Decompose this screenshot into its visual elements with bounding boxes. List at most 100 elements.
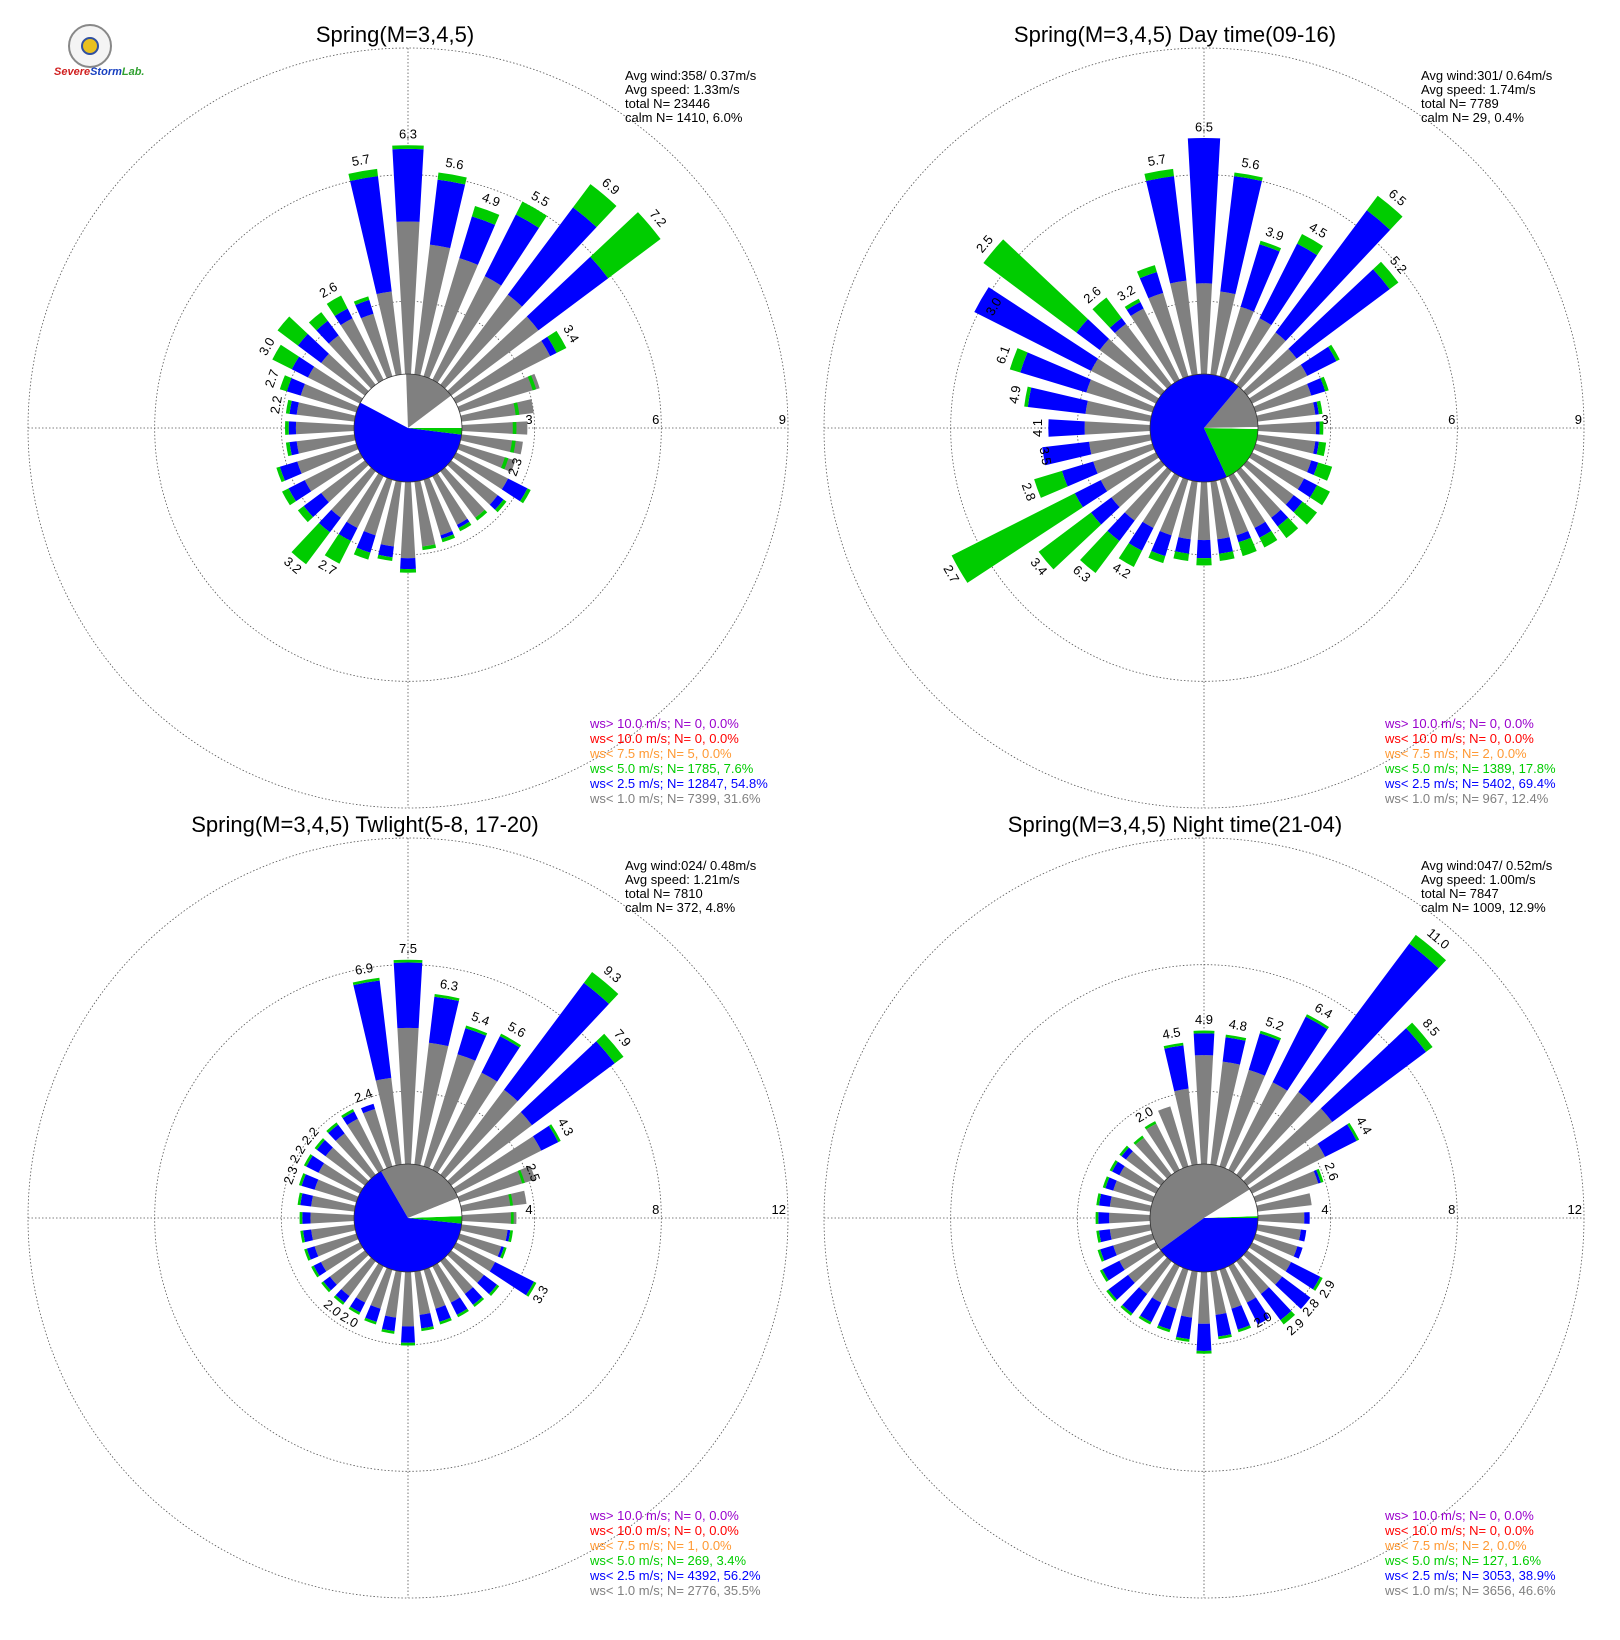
bar-lt5 (495, 499, 507, 513)
bar-lt1 (414, 1270, 431, 1315)
bar-lt1 (1219, 1267, 1242, 1309)
bar-lt5 (1237, 1325, 1252, 1333)
bar-lt25 (1220, 176, 1262, 295)
bar-value-label: 6.4 (1312, 1000, 1335, 1022)
bar-lt5 (333, 1295, 345, 1305)
bar-lt25 (1061, 461, 1098, 487)
bar-lt25 (459, 216, 496, 265)
bar-lt1 (356, 1263, 384, 1303)
bar-lt1 (1119, 1242, 1159, 1270)
bar-lt5 (951, 493, 1083, 583)
bar-lt1 (1257, 1212, 1305, 1224)
bar-lt5 (596, 1033, 624, 1064)
stats-line: calm N= 1009, 12.9% (1421, 900, 1546, 915)
bar-lt25 (306, 1246, 319, 1260)
bar-lt1 (1114, 323, 1172, 389)
bar-lt5 (298, 1173, 306, 1186)
bar-lt5 (321, 1281, 331, 1293)
stats-line: calm N= 1410, 6.0% (625, 110, 743, 125)
bar-lt25 (1099, 1193, 1112, 1207)
bar-lt25 (1317, 1124, 1357, 1157)
bar-value-label: 4.8 (1228, 1016, 1248, 1034)
bar-lt1 (1243, 1250, 1283, 1285)
bar-lt1 (1197, 481, 1211, 541)
bar-lt5 (1124, 298, 1141, 310)
bar-lt5 (1196, 558, 1212, 566)
bar-lt25 (1102, 1260, 1125, 1281)
bar-lt25 (1217, 537, 1233, 554)
bar-value-label: 6.9 (354, 960, 374, 978)
bar-lt25 (1288, 269, 1390, 359)
bar-lt1 (1210, 1061, 1240, 1166)
panel-title: Spring(M=3,4,5) (316, 22, 474, 47)
bar-lt1 (314, 1179, 359, 1203)
bar-lt5 (1328, 344, 1340, 362)
lab-logo: SevereStormLab. (50, 22, 150, 82)
bar-lt1 (397, 1027, 419, 1165)
bar-lt1 (328, 335, 376, 389)
bar-lt1 (1228, 1082, 1288, 1173)
bar-lt1 (1249, 1143, 1326, 1194)
bar-lt5 (1096, 1193, 1102, 1206)
bar-lt25 (1298, 943, 1439, 1104)
bar-lt5 (303, 1154, 313, 1167)
legend-entry-lt10ms: ws< 1.0 m/s; N= 967, 12.4% (1384, 791, 1549, 806)
bar-lt1 (457, 373, 540, 413)
bar-lt1 (453, 1136, 542, 1194)
bar-lt1 (321, 353, 369, 396)
bar-lt1 (1178, 480, 1198, 540)
bar-lt25 (1254, 521, 1272, 538)
legend-entry-lt50: ws< 5.0 m/s; N= 1389, 17.8% (1384, 761, 1556, 776)
bar-lt25 (1027, 387, 1088, 414)
bar-lt5 (311, 1265, 320, 1278)
bar-lt1 (461, 421, 528, 435)
bar-value-label: 7.5 (399, 941, 417, 956)
bar-lt25 (1175, 537, 1191, 554)
bar-lt1 (1142, 473, 1180, 529)
bar-lt5 (353, 547, 371, 560)
bar-lt5 (512, 421, 517, 435)
legend-entry-lt10: ws< 10.0 m/s; N= 0, 0.0% (1384, 731, 1534, 746)
bar-lt5 (1309, 485, 1330, 506)
bar-lt5 (285, 442, 292, 457)
bar-value-label: 5.4 (469, 1009, 491, 1029)
bar-lt25 (360, 1103, 376, 1114)
bar-lt25 (1074, 480, 1108, 508)
bar-lt1 (432, 1263, 460, 1303)
bar-lt25 (342, 1111, 358, 1125)
bar-lt5 (1099, 1269, 1109, 1282)
legend-entry-lt50: ws< 5.0 m/s; N= 127, 1.6% (1384, 1553, 1542, 1568)
bar-lt5 (1259, 1030, 1282, 1041)
bar-lt5 (527, 375, 537, 391)
ring-label: 12 (772, 1202, 786, 1217)
wind-rose-panel-2: Spring(M=3,4,5) Day time(09-16) 3 6 9 6.5 5.6… (823, 22, 1585, 809)
bar-lt1 (447, 316, 539, 396)
legend-entry-gt10: ws> 10.0 m/s; N= 0, 0.0% (589, 1508, 739, 1523)
bar-lt25 (489, 1261, 534, 1296)
bar-lt1 (300, 383, 359, 413)
bar-lt5 (1118, 543, 1142, 567)
bar-lt1 (457, 1165, 536, 1203)
bar-lt25 (318, 509, 341, 533)
bar-lt25 (1285, 495, 1303, 513)
bar-value-label: 4.5 (1307, 219, 1330, 241)
bar-lt1 (1253, 383, 1312, 413)
bar-lt25 (291, 356, 315, 378)
bar-lt1 (1236, 467, 1281, 518)
bar-lt25 (1099, 1229, 1112, 1243)
bar-lt25 (1158, 1305, 1177, 1330)
bar-lt5 (399, 568, 417, 573)
bar-lt5 (517, 1169, 525, 1184)
bar-lt1 (370, 1267, 393, 1309)
legend-entry-lt50: ws< 5.0 m/s; N= 269, 3.4% (589, 1553, 747, 1568)
bar-lt5 (1097, 1249, 1105, 1262)
bar-lt25 (1248, 1033, 1280, 1076)
bar-lt5 (353, 296, 370, 305)
bar-lt5 (1138, 1315, 1152, 1325)
bar-lt5 (1080, 530, 1120, 574)
grid-ring (1076, 300, 1332, 556)
bar-lt5 (272, 344, 300, 370)
legend-entry-lt25: ws< 2.5 m/s; N= 3053, 38.9% (1384, 1568, 1556, 1583)
bar-lt25 (1107, 512, 1135, 542)
bar-lt25 (365, 1305, 381, 1322)
